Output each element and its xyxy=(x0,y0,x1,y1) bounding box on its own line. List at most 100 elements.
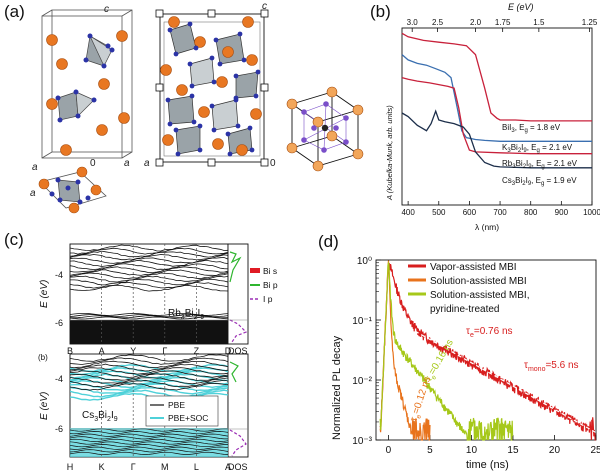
band-line-top-cb xyxy=(70,260,228,267)
band-line-top-cb xyxy=(70,284,228,292)
kpoint-label: Γ xyxy=(162,346,167,356)
band-line-top-cb xyxy=(70,266,228,274)
axis-letter-origin1: 0 xyxy=(90,158,96,169)
ytick-top-1: -4 xyxy=(55,270,63,280)
ytick-label-d: 10⁻¹ xyxy=(352,316,372,327)
top-tick-label-b: 1.25 xyxy=(582,18,598,27)
series-labels: BiI3, Eg = 1.8 eV K3Bi2I9, Eg = 2.1 eV Rb3… xyxy=(502,123,578,187)
legend-pbe: PBE xyxy=(168,400,185,410)
band-line-top-cb xyxy=(70,269,228,276)
band-line-bottom-pbe xyxy=(70,379,228,388)
xtick-label-d: 20 xyxy=(549,445,561,456)
annotation-d-3: τe=0.12 ns xyxy=(408,375,435,423)
compound-label-top: Rb3Bi2I9 xyxy=(168,308,204,321)
bands-bottom xyxy=(70,354,228,457)
atom-group-orange-middle xyxy=(160,16,262,156)
panel-label-c: (c) xyxy=(4,230,24,249)
band-line-bottom-vb xyxy=(70,438,228,442)
legend-d: Vapor-assisted MBI Solution-assisted MBI S… xyxy=(408,262,530,315)
band-line-bottom-pbe xyxy=(70,377,228,385)
kpoint-label: Z xyxy=(194,346,200,356)
axis-letter-c1: c xyxy=(104,4,109,15)
kpoint-label: B xyxy=(67,346,73,356)
decay-series xyxy=(379,260,597,441)
legend-bi-p: Bi p xyxy=(263,280,278,290)
axis-letter-a4: a xyxy=(144,158,150,169)
decay-line-1 xyxy=(379,260,431,441)
series-label-b-2: Rb3Bi2I9, Eg = 2.1 eV xyxy=(502,159,578,170)
band-line-top-cb xyxy=(70,244,228,252)
kpoint-lines-bottom xyxy=(101,354,197,457)
annotation-d-0: τe=0.76 ns xyxy=(466,326,513,339)
y-axis-label-top: E (eV) xyxy=(39,280,50,308)
band-line-top-cb xyxy=(70,263,228,270)
octahedron-group-left xyxy=(57,35,113,121)
xtick-label-d: 10 xyxy=(466,445,478,456)
valence-band-block-top xyxy=(70,320,228,344)
top-tick-label-b: 1.5 xyxy=(533,18,545,27)
band-line-top-cb xyxy=(70,278,228,286)
dos-curve-i-p-bottom xyxy=(229,429,247,457)
axis-letter-c2: c xyxy=(262,1,267,12)
series-label-b-0: BiI3, Eg = 1.8 eV xyxy=(502,123,561,134)
top-axis-ticks: 3.0 2.5 2.0 1.75 1.5 1.25 xyxy=(407,18,598,32)
band-line-top-cb xyxy=(70,257,228,264)
unit-cell-left xyxy=(41,9,133,159)
band-line-bottom-soc xyxy=(70,389,228,398)
y-axis-label: A (Kubelka-Munk, arb. units) xyxy=(385,105,394,201)
center-atom-right xyxy=(321,124,329,132)
axis-letter-a3: a xyxy=(30,188,36,199)
dos-label-top: DOS xyxy=(228,346,248,356)
atom-group-orange-left xyxy=(46,30,130,156)
xtick-label-d: 0 xyxy=(386,445,392,456)
y-axis-ticks-d: 10⁰ 10⁻¹ 10⁻² 10⁻³ xyxy=(352,256,381,447)
xtick-label-d: 15 xyxy=(507,445,519,456)
legend-box-bottom xyxy=(145,395,219,427)
decay-line-2 xyxy=(379,261,514,441)
kpoint-lines-top xyxy=(101,244,197,344)
axis-letter-origin2: 0 xyxy=(270,158,276,169)
band-line-top-cb xyxy=(70,275,228,283)
band-line-bottom-pbe xyxy=(70,373,228,381)
x-axis-label-d: time (ns) xyxy=(466,459,509,471)
legend-text-d-1: Solution-assisted MBI xyxy=(430,276,527,287)
kpoint-label: H xyxy=(67,462,74,472)
absorbance-line-0 xyxy=(401,32,592,122)
xtick-label-b: 1000 xyxy=(583,208,600,217)
xtick-label-b: 800 xyxy=(524,208,538,217)
band-line-bottom-vb xyxy=(70,441,228,445)
band-line-top-cb xyxy=(70,254,228,261)
ytick-label-d: 10⁻³ xyxy=(352,436,372,447)
legend-top: Bi s Bi p I p xyxy=(250,266,278,304)
band-line-bottom-vb xyxy=(70,446,228,450)
top-tick-label-b: 2.0 xyxy=(470,18,482,27)
legend-i-p: I p xyxy=(263,294,273,304)
plot-frame-d xyxy=(375,259,597,441)
y-axis-label-bottom: E (eV) xyxy=(39,392,50,420)
legend-bottom: PBE PBE+SOC xyxy=(145,395,219,427)
legend-pbe-soc: PBE+SOC xyxy=(168,413,208,423)
absorbance-line-1 xyxy=(401,54,592,142)
atom-group-blue-middle xyxy=(165,21,261,157)
dos-curve-bi-p-bottom xyxy=(229,361,239,383)
legend-swatch-bi-s xyxy=(250,268,260,273)
top-tick-label-b: 3.0 xyxy=(407,18,419,27)
band-line-top-cb xyxy=(70,250,228,258)
axis-letter-a1: a xyxy=(32,162,38,173)
axis-letter-a2: a xyxy=(124,158,130,169)
ytick-label-d: 10⁻² xyxy=(352,376,372,387)
dos-label-bottom: DOS xyxy=(228,462,248,472)
dos-bottom xyxy=(228,361,248,457)
band-line-bottom-vb xyxy=(70,431,228,435)
band-line-bottom-vb xyxy=(70,444,228,448)
atom-group-orange-right xyxy=(286,86,364,172)
top-tick-label-b: 2.5 xyxy=(432,18,444,27)
absorbance-line-3 xyxy=(401,109,592,169)
band-line-top-cb xyxy=(70,247,228,255)
band-line-bottom-pbe xyxy=(70,382,228,391)
band-line-bottom-vb xyxy=(70,433,228,437)
absorbance-chart: E (eV) 3.0 2.5 2.0 1.75 1.5 1.25 400 500 600 700… xyxy=(385,2,600,232)
atom-group-purple-right xyxy=(301,101,349,153)
pl-decay-chart: 10⁰ 10⁻¹ 10⁻² 10⁻³ 0 5 10 15 20 25 time (ns) Nor… xyxy=(331,256,600,471)
